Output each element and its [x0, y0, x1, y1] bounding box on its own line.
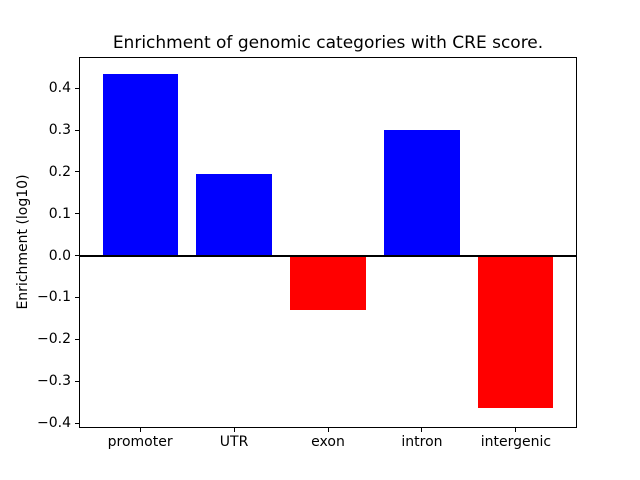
y-tick	[75, 171, 79, 173]
y-tick-label: −0.4	[37, 415, 71, 431]
y-tick-label: 0.0	[48, 247, 71, 264]
x-tick	[421, 428, 423, 433]
chart-title: Enrichment of genomic categories with CR…	[112, 33, 544, 53]
zero-line	[80, 254, 576, 257]
y-tick	[75, 380, 79, 382]
bar-exon	[290, 255, 366, 310]
y-tick	[75, 87, 79, 89]
y-tick-label: −0.3	[37, 373, 71, 390]
y-tick	[75, 338, 79, 340]
y-tick-label: 0.3	[48, 122, 71, 138]
x-tick	[233, 428, 235, 433]
x-tick-label-intron: intron	[401, 434, 443, 451]
bar-promoter	[102, 74, 178, 256]
x-tick	[515, 428, 517, 433]
plot-area: promoter UTR exon intron intergenic −0.4 −0.3 −…	[37, 56, 577, 450]
y-tick-label: 0.2	[48, 163, 71, 180]
x-tick-label-promoter: promoter	[107, 434, 173, 451]
y-tick	[75, 129, 79, 131]
x-tick	[327, 428, 329, 433]
x-tick-label-intergenic: intergenic	[480, 434, 552, 451]
x-tick-label-UTR: UTR	[219, 434, 249, 451]
y-tick	[75, 255, 79, 257]
bar-intergenic	[478, 255, 554, 409]
y-tick-label: −0.1	[37, 289, 71, 306]
y-tick	[75, 296, 79, 298]
y-tick-label: −0.2	[37, 331, 71, 348]
y-tick-label: 0.4	[48, 80, 71, 97]
y-tick-label: 0.1	[48, 205, 71, 222]
bar-UTR	[196, 173, 272, 256]
x-tick-label-exon: exon	[311, 434, 345, 451]
y-tick	[75, 422, 79, 424]
y-tick	[75, 213, 79, 215]
x-tick	[139, 428, 141, 433]
y-axis-label: Enrichment (log10)	[15, 174, 31, 310]
bar-intron	[384, 129, 460, 256]
